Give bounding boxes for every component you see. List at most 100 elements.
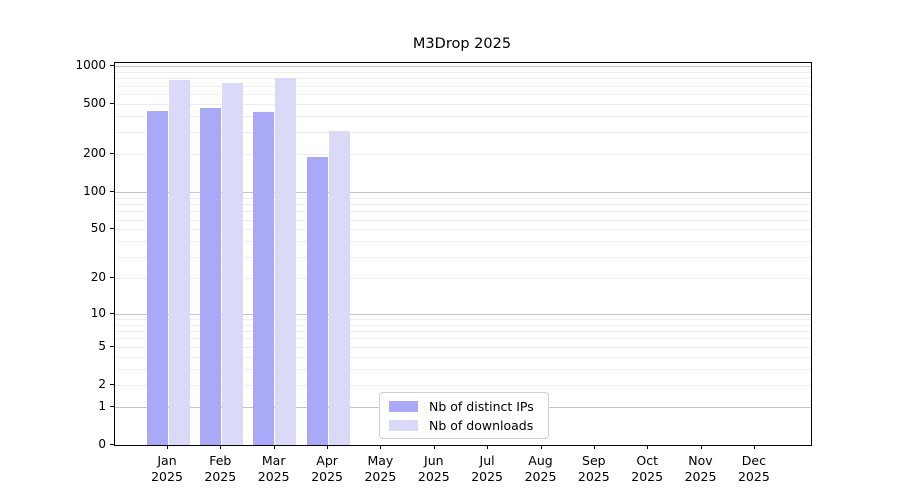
x-tick-mark [273,445,275,449]
x-tick-mark [647,445,649,449]
y-tick-mark [110,345,114,347]
x-tick-year: 2025 [364,469,397,484]
x-tick-month: Mar [261,453,286,468]
y-tick-label: 5 [98,338,106,353]
y-tick-mark [110,65,114,67]
gridline-minor [115,219,811,221]
bar-downloads-apr [328,131,350,445]
gridline-minor [115,132,811,134]
x-tick-month: Aug [528,453,553,468]
bar-distinct-ips-apr [306,157,328,445]
gridline-minor [115,318,811,320]
x-tick-month: Jul [479,453,495,468]
y-tick-label: 100 [83,184,106,198]
x-tick-month: Oct [636,453,658,468]
bar-downloads-jan [168,80,190,445]
gridline-minor [115,85,811,87]
x-tick-year: 2025 [151,469,183,484]
y-tick-mark [110,228,114,230]
gridline-minor [115,338,811,340]
y-tick-label: 1000 [75,58,106,73]
y-tick-label: 1 [98,399,106,413]
x-tick-label-jul: Jul 2025 [455,453,519,485]
y-tick-mark [110,277,114,279]
x-tick-year: 2025 [471,469,503,484]
gridline-minor [115,331,811,332]
y-tick-label: 10 [90,305,106,320]
gridline-minor [115,369,811,370]
legend-item-distinct-ips: Nb of distinct IPs [389,398,534,414]
gridline-minor [115,211,811,213]
legend-swatch-distinct-ips [389,400,418,412]
gridline-minor [115,241,811,243]
y-tick-label: 0 [98,437,106,451]
gridline-minor [115,324,811,326]
gridline-minor [115,256,811,258]
legend-label-distinct-ips: Nb of distinct IPs [429,398,534,414]
bar-distinct-ips-feb [199,108,221,445]
x-tick-year: 2025 [204,469,237,484]
x-tick-year: 2025 [524,469,557,484]
gridline-minor [115,346,811,348]
x-tick-year: 2025 [737,469,770,484]
gridline-minor [115,278,811,280]
y-tick-mark [110,103,114,105]
y-tick-label: 20 [90,270,106,285]
legend-item-downloads: Nb of downloads [389,417,534,433]
x-tick-year: 2025 [417,469,450,484]
x-tick-label-oct: Oct 2025 [615,453,679,485]
gridline-minor [115,197,811,199]
x-tick-year: 2025 [684,469,717,484]
x-tick-year: 2025 [631,469,664,484]
x-tick-month: Jan [157,453,177,468]
y-tick-label: 50 [90,221,106,236]
gridline-minor [115,154,811,156]
bar-distinct-ips-jan [146,111,168,445]
x-tick-mark [593,445,595,449]
gridline-major [115,192,811,193]
x-tick-month: May [367,453,394,468]
x-tick-month: Sep [582,453,606,468]
gridline-minor [115,94,811,96]
bar-downloads-mar [275,78,297,445]
x-tick-label-may: May 2025 [348,453,412,485]
x-tick-label-nov: Nov 2025 [669,453,733,485]
x-tick-month: Apr [316,453,338,468]
gridline-major [115,66,811,68]
x-tick-month: Feb [209,453,232,468]
x-tick-mark [487,445,489,449]
y-tick-label: 2 [98,376,106,391]
chart-title: M3Drop 2025 [412,36,512,52]
bar-distinct-ips-mar [253,112,275,445]
gridline-minor [115,72,811,73]
x-tick-year: 2025 [257,469,290,484]
y-tick-label: 200 [83,146,106,161]
x-tick-label-dec: Dec 2025 [722,453,786,485]
gridline-minor [115,78,811,80]
x-tick-mark [380,445,382,449]
y-tick-mark [110,444,114,445]
y-tick-mark [110,312,114,314]
y-tick-mark [110,383,114,385]
legend-swatch-downloads [389,419,418,431]
x-tick-year: 2025 [577,469,610,484]
x-tick-mark [220,445,222,449]
gridline-minor [115,116,811,118]
x-tick-mark [167,445,168,449]
legend: Nb of distinct IPs Nb of downloads [379,392,549,439]
x-tick-mark [433,445,435,449]
x-tick-mark [700,445,702,449]
y-tick-label: 500 [83,96,106,111]
x-tick-label-jun: Jun 2025 [402,453,466,485]
gridline-minor [115,229,811,231]
plot-area [114,62,812,446]
gridline-minor [115,104,811,106]
x-tick-label-aug: Aug 2025 [509,453,573,485]
gridline-minor [115,384,811,386]
x-tick-month: Jun [424,453,444,468]
x-tick-month: Dec [741,453,766,468]
x-tick-mark [753,445,755,449]
legend-label-downloads: Nb of downloads [429,417,534,433]
x-tick-month: Nov [688,453,713,468]
